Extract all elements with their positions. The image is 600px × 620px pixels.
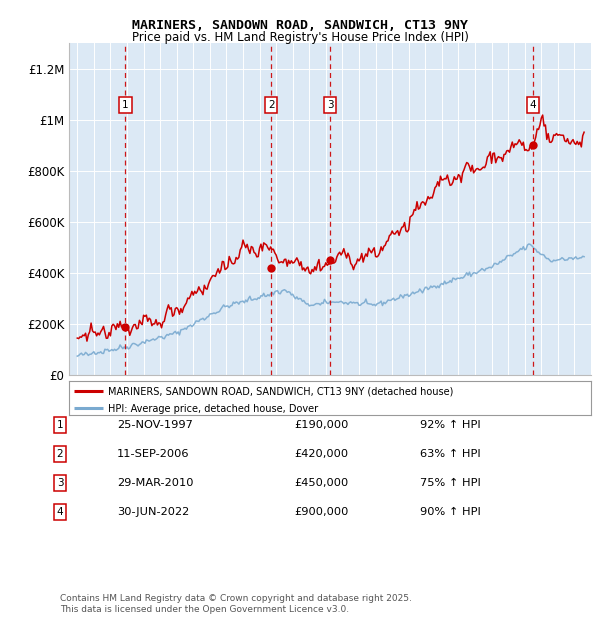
Text: 63% ↑ HPI: 63% ↑ HPI xyxy=(420,449,481,459)
Text: 3: 3 xyxy=(56,478,64,488)
Text: 11-SEP-2006: 11-SEP-2006 xyxy=(117,449,190,459)
Text: 2: 2 xyxy=(56,449,64,459)
Text: 92% ↑ HPI: 92% ↑ HPI xyxy=(420,420,481,430)
Text: 4: 4 xyxy=(56,507,64,517)
Text: 1: 1 xyxy=(122,100,128,110)
Text: 3: 3 xyxy=(326,100,334,110)
Text: £190,000: £190,000 xyxy=(294,420,349,430)
Text: 30-JUN-2022: 30-JUN-2022 xyxy=(117,507,189,517)
Text: 2: 2 xyxy=(268,100,274,110)
Text: 25-NOV-1997: 25-NOV-1997 xyxy=(117,420,193,430)
Text: £420,000: £420,000 xyxy=(294,449,348,459)
Text: 29-MAR-2010: 29-MAR-2010 xyxy=(117,478,193,488)
Text: 75% ↑ HPI: 75% ↑ HPI xyxy=(420,478,481,488)
Text: Contains HM Land Registry data © Crown copyright and database right 2025.
This d: Contains HM Land Registry data © Crown c… xyxy=(60,595,412,614)
Text: £450,000: £450,000 xyxy=(294,478,348,488)
Text: 90% ↑ HPI: 90% ↑ HPI xyxy=(420,507,481,517)
Text: £900,000: £900,000 xyxy=(294,507,349,517)
Text: 1: 1 xyxy=(56,420,64,430)
Text: HPI: Average price, detached house, Dover: HPI: Average price, detached house, Dove… xyxy=(108,404,318,414)
Text: 4: 4 xyxy=(530,100,536,110)
Text: MARINERS, SANDOWN ROAD, SANDWICH, CT13 9NY (detached house): MARINERS, SANDOWN ROAD, SANDWICH, CT13 9… xyxy=(108,386,454,397)
Text: MARINERS, SANDOWN ROAD, SANDWICH, CT13 9NY: MARINERS, SANDOWN ROAD, SANDWICH, CT13 9… xyxy=(132,19,468,32)
Text: Price paid vs. HM Land Registry's House Price Index (HPI): Price paid vs. HM Land Registry's House … xyxy=(131,31,469,44)
